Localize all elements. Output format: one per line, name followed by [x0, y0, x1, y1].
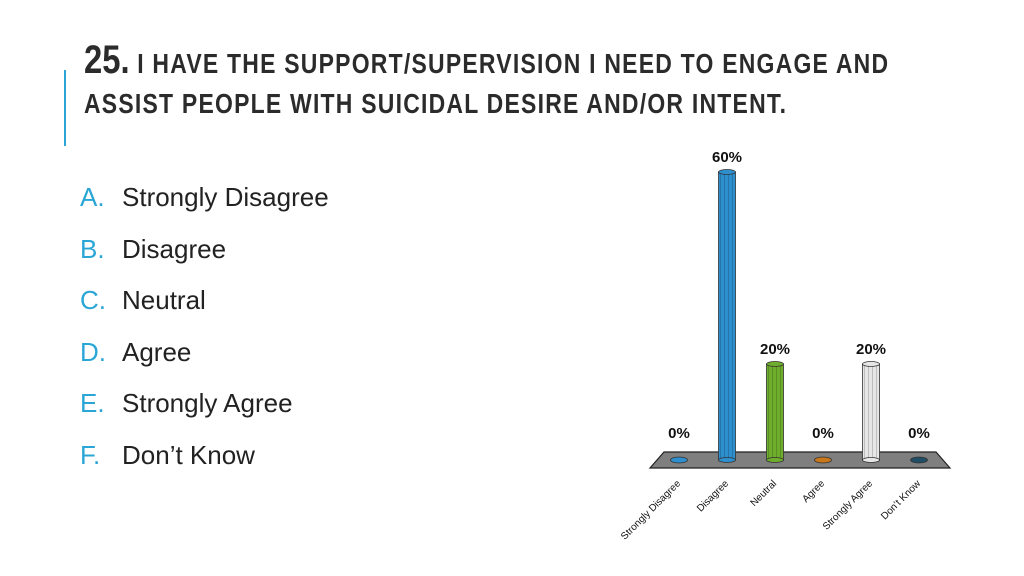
- option-label: Strongly Agree: [122, 388, 293, 419]
- answer-options-list: A. Strongly Disagree B. Disagree C. Neutral…: [80, 172, 329, 481]
- option-letter: D.: [80, 336, 106, 367]
- bar-3: [814, 456, 832, 464]
- title-line-1: 25. I HAVE THE SUPPORT/SUPERVISION I NEE…: [84, 38, 888, 84]
- bar-chart: 0% 60% 20% 0% 20% 0% Strongly Disagree Disagre…: [619, 149, 952, 543]
- bar-1: [718, 169, 736, 463]
- data-label-4: 20%: [856, 341, 886, 358]
- x-tick-label-2: Neutral: [749, 478, 780, 509]
- option-letter: F.: [80, 439, 101, 470]
- bar-5: [910, 456, 928, 464]
- option-label: Don’t Know: [122, 439, 255, 470]
- option-b: B. Disagree: [80, 224, 329, 276]
- chart-x-tick-labels: Strongly Disagree Disagree Neutral AgreeStr…: [619, 478, 924, 543]
- option-f: F. Don’t Know: [80, 430, 329, 482]
- accent-bar: [64, 70, 66, 146]
- title-line-2: ASSIST PEOPLE WITH SUICIDAL DESIRE AND/O…: [84, 88, 788, 119]
- x-tick-label-3: Agree: [800, 478, 827, 505]
- option-label: Agree: [122, 336, 192, 367]
- chart-data-labels: 0% 60% 20% 0% 20% 0%: [668, 149, 930, 442]
- bar-4: [862, 361, 880, 463]
- x-tick-label-5: Don’t Know: [879, 478, 923, 522]
- data-label-0: 0%: [668, 425, 690, 442]
- x-tick-label-0: Strongly Disagree: [619, 478, 683, 542]
- page-title: 25. I HAVE THE SUPPORT/SUPERVISION I NEE…: [84, 40, 984, 124]
- title-text-1: I HAVE THE SUPPORT/SUPERVISION I NEED TO…: [137, 48, 890, 79]
- option-d: D. Agree: [80, 327, 329, 379]
- x-tick-label-4: Strongly Agree: [821, 478, 875, 532]
- chart-bars: [670, 169, 928, 464]
- data-label-2: 20%: [760, 341, 790, 358]
- data-label-1: 60%: [712, 149, 742, 166]
- data-label-3: 0%: [812, 425, 834, 442]
- option-letter: E.: [80, 388, 105, 419]
- option-label: Disagree: [122, 233, 227, 264]
- option-label: Neutral: [122, 285, 206, 316]
- x-tick-label-1: Disagree: [695, 478, 731, 514]
- question-number: 25.: [84, 38, 130, 82]
- option-c: C. Neutral: [80, 275, 329, 327]
- bar-0: [670, 456, 688, 464]
- bar-2: [766, 361, 784, 463]
- option-letter: A.: [80, 182, 105, 213]
- option-e: E. Strongly Agree: [80, 378, 329, 430]
- option-letter: C.: [80, 285, 106, 316]
- option-label: Strongly Disagree: [122, 182, 329, 213]
- option-a: A. Strongly Disagree: [80, 172, 329, 224]
- option-letter: B.: [80, 233, 105, 264]
- chart-floor: [648, 451, 952, 469]
- data-label-5: 0%: [908, 425, 930, 442]
